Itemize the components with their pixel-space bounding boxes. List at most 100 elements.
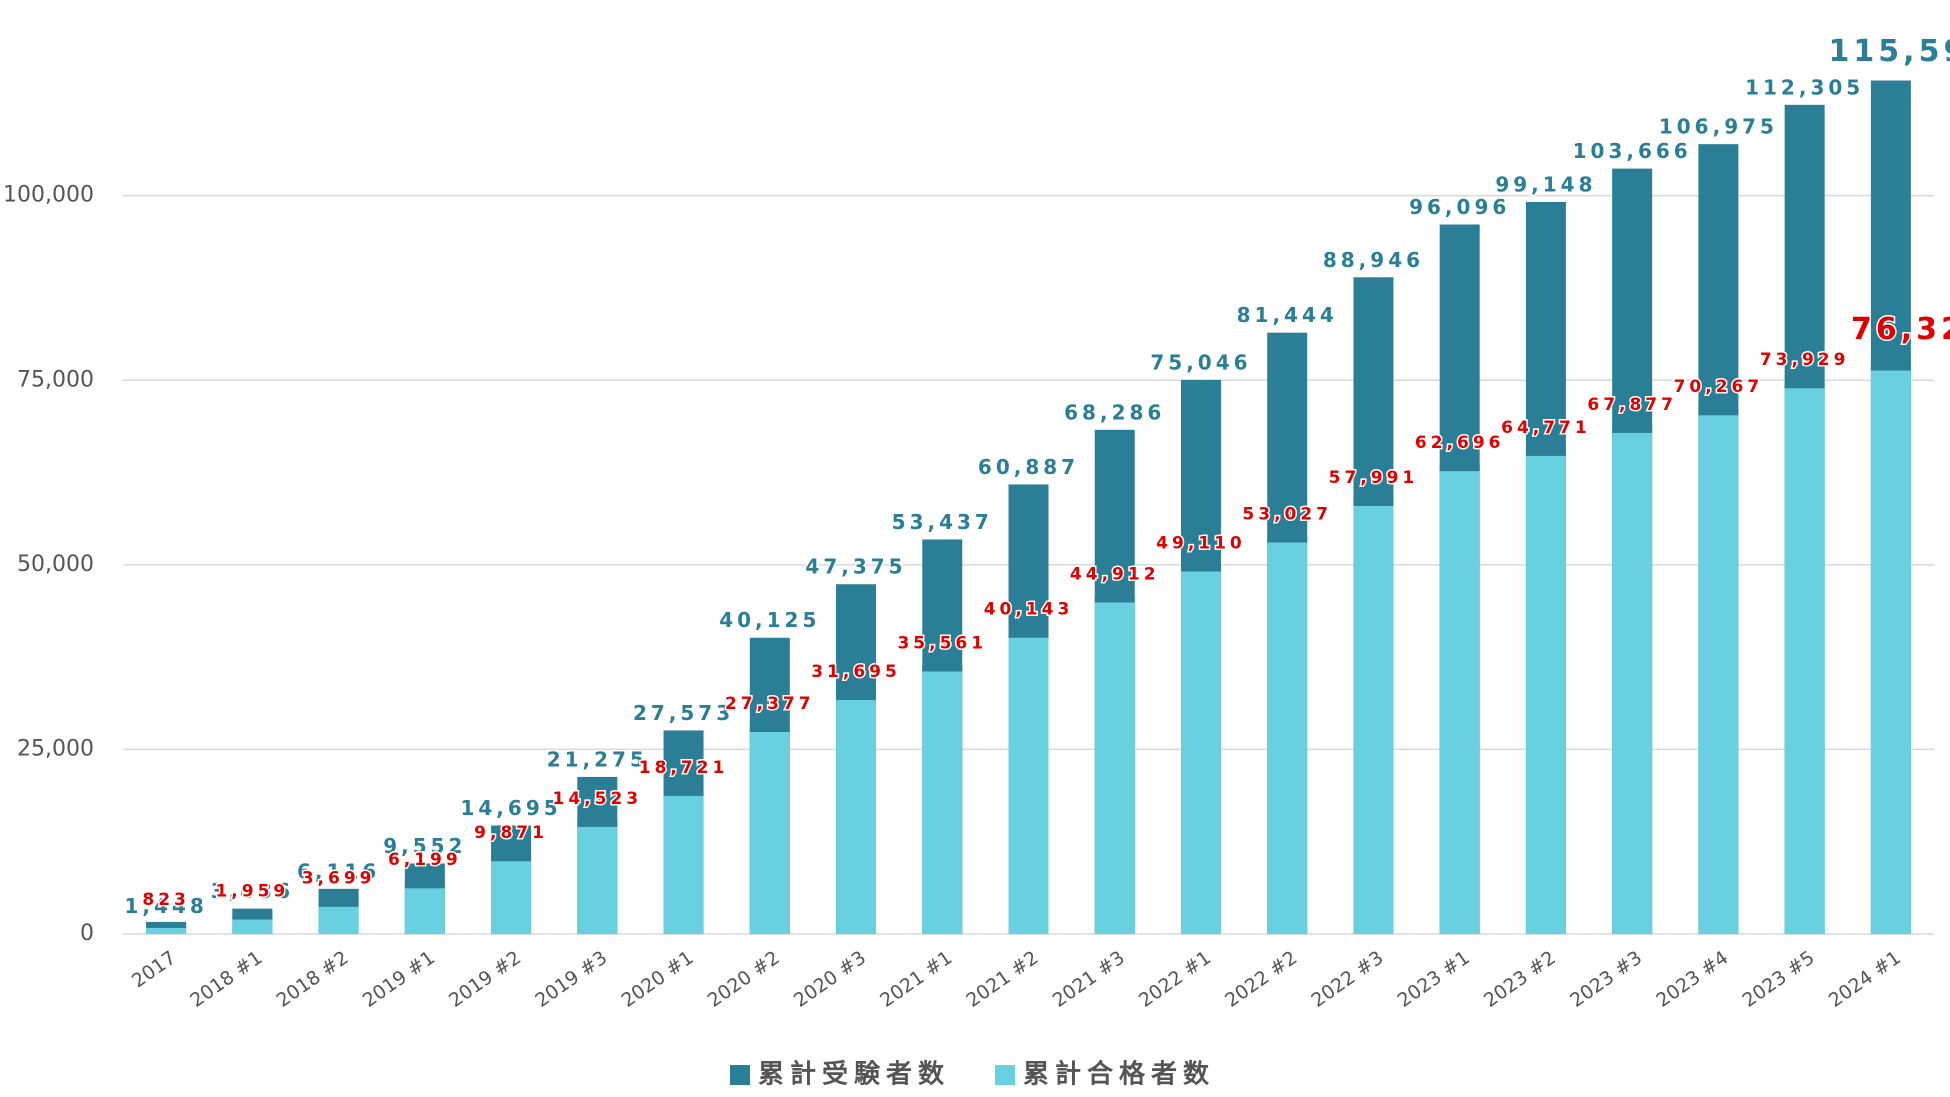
data-label: 81,444 <box>1237 303 1338 327</box>
data-label: 96,096 <box>1409 195 1510 219</box>
data-label: 75,046 <box>1150 350 1251 374</box>
bar-cap <box>1698 409 1739 416</box>
bar <box>1525 455 1566 934</box>
x-tick-label: 2023 #2 <box>1480 947 1560 1012</box>
x-tick-label: 2018 #1 <box>186 947 266 1012</box>
bar-cap <box>1267 536 1308 543</box>
data-label: 3,436 <box>211 879 294 903</box>
data-label: 9,871 <box>474 823 548 843</box>
x-tick-label: 2023 #5 <box>1739 947 1819 1012</box>
data-label: 47,375 <box>805 555 906 579</box>
x-tick-label: 2017 <box>128 947 180 993</box>
bar-cap <box>1439 465 1480 472</box>
x-tick-label: 2019 #3 <box>531 947 611 1012</box>
x-tick-label: 2021 #3 <box>1049 947 1129 1012</box>
x-tick-label: 2024 #1 <box>1825 947 1905 1012</box>
x-tick-label: 2023 #4 <box>1652 947 1732 1012</box>
x-tick-label: 2020 #3 <box>790 947 870 1012</box>
y-tick-label: 100,000 <box>3 183 94 208</box>
data-label: 64,771 <box>1501 418 1591 438</box>
bar-cap <box>663 789 704 796</box>
data-label: 70,267 <box>1674 377 1764 397</box>
bar-cap <box>836 693 877 700</box>
legend-swatch <box>730 1065 750 1085</box>
data-label: 9,552 <box>383 834 466 858</box>
bar-cap <box>1180 565 1221 572</box>
bar <box>146 927 187 934</box>
bar-cap <box>146 921 187 928</box>
legend-label: 累計受験者数 <box>758 1059 950 1090</box>
bar-cap <box>1784 382 1825 389</box>
bar <box>404 888 445 934</box>
data-label: 60,887 <box>978 455 1079 479</box>
data-label: 106,975 <box>1659 115 1778 139</box>
bar-cap <box>1008 631 1049 638</box>
bar <box>491 861 532 934</box>
bar-cap <box>749 725 790 732</box>
x-tick-label: 2021 #1 <box>876 947 956 1012</box>
x-tick-label: 2023 #3 <box>1566 947 1646 1012</box>
bar <box>1094 602 1135 934</box>
data-label: 1,959 <box>215 882 289 902</box>
bar <box>922 671 963 934</box>
data-label: 3,699 <box>302 869 376 889</box>
data-label: 31,695 <box>811 662 901 682</box>
bar <box>1180 571 1221 934</box>
data-label: 68,286 <box>1064 400 1165 424</box>
x-tick-label: 2022 #3 <box>1307 947 1387 1012</box>
bar-cap <box>404 882 445 889</box>
data-label: 62,696 <box>1415 433 1505 453</box>
y-tick-label: 0 <box>80 921 94 946</box>
bar-cap <box>1870 364 1911 371</box>
x-tick-label: 2022 #1 <box>1135 947 1215 1012</box>
data-label: 14,523 <box>553 789 643 809</box>
bar-cap <box>1353 499 1394 506</box>
x-tick-label: 2018 #2 <box>272 947 352 1012</box>
data-label: 53,027 <box>1242 504 1332 524</box>
data-label: 57,991 <box>1329 468 1419 488</box>
data-label: 112,305 <box>1745 75 1864 99</box>
data-label: 40,125 <box>719 608 820 632</box>
bar <box>1612 432 1653 934</box>
bar <box>318 906 359 934</box>
y-tick-label: 50,000 <box>17 552 94 577</box>
data-label: 6,116 <box>297 859 380 883</box>
x-tick-label: 2022 #2 <box>1221 947 1301 1012</box>
data-label: 44,912 <box>1070 564 1160 584</box>
x-tick-label: 2020 #1 <box>617 947 697 1012</box>
data-label: 1,448 <box>124 894 207 918</box>
data-label: 40,143 <box>984 600 1074 620</box>
data-label: 14,695 <box>460 796 561 820</box>
legend-swatch <box>995 1065 1016 1085</box>
y-tick-label: 25,000 <box>17 736 94 761</box>
data-label: 99,148 <box>1495 172 1596 196</box>
bar <box>232 919 273 934</box>
x-tick-label: 2021 #2 <box>962 947 1042 1012</box>
data-label: 73,929 <box>1760 350 1850 370</box>
data-label: 115,596 <box>1829 34 1950 69</box>
bar-cap <box>1094 596 1135 603</box>
legend-label: 累計合格者数 <box>1023 1059 1215 1090</box>
bar-cap <box>1612 426 1653 433</box>
bar <box>1784 388 1825 934</box>
x-tick-label: 2020 #2 <box>704 947 784 1012</box>
data-label: 21,275 <box>547 747 648 771</box>
data-label: 27,377 <box>725 694 815 714</box>
data-label: 35,561 <box>897 633 987 653</box>
x-tick-label: 2019 #2 <box>445 947 525 1012</box>
bar <box>577 826 618 934</box>
data-label: 103,666 <box>1573 139 1692 163</box>
x-tick-label: 2019 #1 <box>359 947 439 1012</box>
bar <box>1698 415 1739 934</box>
data-label: 27,573 <box>633 701 734 725</box>
data-label: 53,437 <box>892 510 993 534</box>
bar <box>836 699 877 934</box>
data-label: 88,946 <box>1323 248 1424 272</box>
bar-cap <box>318 900 359 907</box>
x-tick-label: 2023 #1 <box>1394 947 1474 1012</box>
bar <box>749 731 790 934</box>
data-label: 67,877 <box>1587 395 1677 415</box>
y-tick-label: 75,000 <box>17 367 94 392</box>
bar-cap <box>232 913 273 920</box>
